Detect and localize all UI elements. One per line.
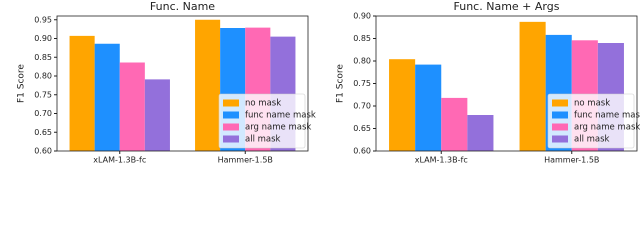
y-tick-label: 0.75 xyxy=(353,79,371,88)
y-tick-label: 0.85 xyxy=(353,34,371,43)
y-tick-label: 0.60 xyxy=(353,147,371,156)
y-tick-label: 0.75 xyxy=(34,90,52,99)
bar xyxy=(467,115,494,151)
legend-label: no mask xyxy=(574,99,610,109)
legend-label: func name mask xyxy=(245,111,316,121)
y-tick-label: 0.65 xyxy=(34,128,52,137)
y-tick-label: 0.70 xyxy=(34,109,52,118)
legend-label: func name mask xyxy=(574,111,640,121)
chart-title: Func. Name + Args xyxy=(454,0,560,13)
legend-label: no mask xyxy=(245,99,281,109)
legend-label: all mask xyxy=(245,135,281,145)
legend-swatch xyxy=(552,135,568,143)
bar xyxy=(69,35,95,151)
bar xyxy=(119,62,145,151)
x-tick-label: xLAM-1.3B-fc xyxy=(93,156,146,165)
bar xyxy=(94,43,120,151)
bar xyxy=(441,97,468,151)
y-axis-label: F1 Score xyxy=(17,64,27,103)
y-tick-label: 0.80 xyxy=(353,57,371,66)
page: {"chart_data": [ {"type": "bar", "title"… xyxy=(16,0,640,165)
y-axis-label: F1 Score xyxy=(336,64,346,103)
legend-swatch xyxy=(223,111,239,119)
axes-frame xyxy=(375,15,638,152)
legend-box xyxy=(547,93,635,149)
legend-swatch xyxy=(223,123,239,131)
legend-label: arg name mask xyxy=(574,123,640,133)
legend-swatch xyxy=(552,123,568,131)
legend-label: arg name mask xyxy=(245,123,311,133)
y-tick-label: 0.95 xyxy=(34,15,52,24)
legend-swatch xyxy=(223,135,239,143)
y-tick-label: 0.85 xyxy=(34,53,52,62)
y-tick-label: 0.90 xyxy=(34,34,52,43)
x-tick-label: Hammer-1.5B xyxy=(544,156,599,165)
legend-box xyxy=(218,93,306,149)
legend-swatch xyxy=(223,99,239,107)
y-tick-label: 0.60 xyxy=(34,147,52,156)
legend: no mask func name mask arg name mask all ma… xyxy=(547,93,640,149)
chart-title: Func. Name xyxy=(150,0,215,13)
bar xyxy=(415,64,442,151)
legend-swatch xyxy=(552,111,568,119)
figure: Func. Name F1 Score 0.60 0.65 0.70 0.75 0.80 0.… xyxy=(17,0,640,165)
y-tick-label: 0.80 xyxy=(34,72,52,81)
bar xyxy=(144,79,170,151)
x-tick-label: Hammer-1.5B xyxy=(218,156,273,165)
x-tick-label: xLAM-1.3B-fc xyxy=(415,156,468,165)
y-tick-label: 0.90 xyxy=(353,12,371,21)
y-tick-label: 0.65 xyxy=(353,124,371,133)
legend-label: all mask xyxy=(574,135,610,145)
legend-swatch xyxy=(552,99,568,107)
bar xyxy=(195,19,221,151)
legend: no mask func name mask arg name mask all ma… xyxy=(218,93,316,149)
bar xyxy=(389,59,416,152)
bar xyxy=(519,21,546,151)
axes-frame xyxy=(56,15,309,152)
y-tick-label: 0.70 xyxy=(353,102,371,111)
